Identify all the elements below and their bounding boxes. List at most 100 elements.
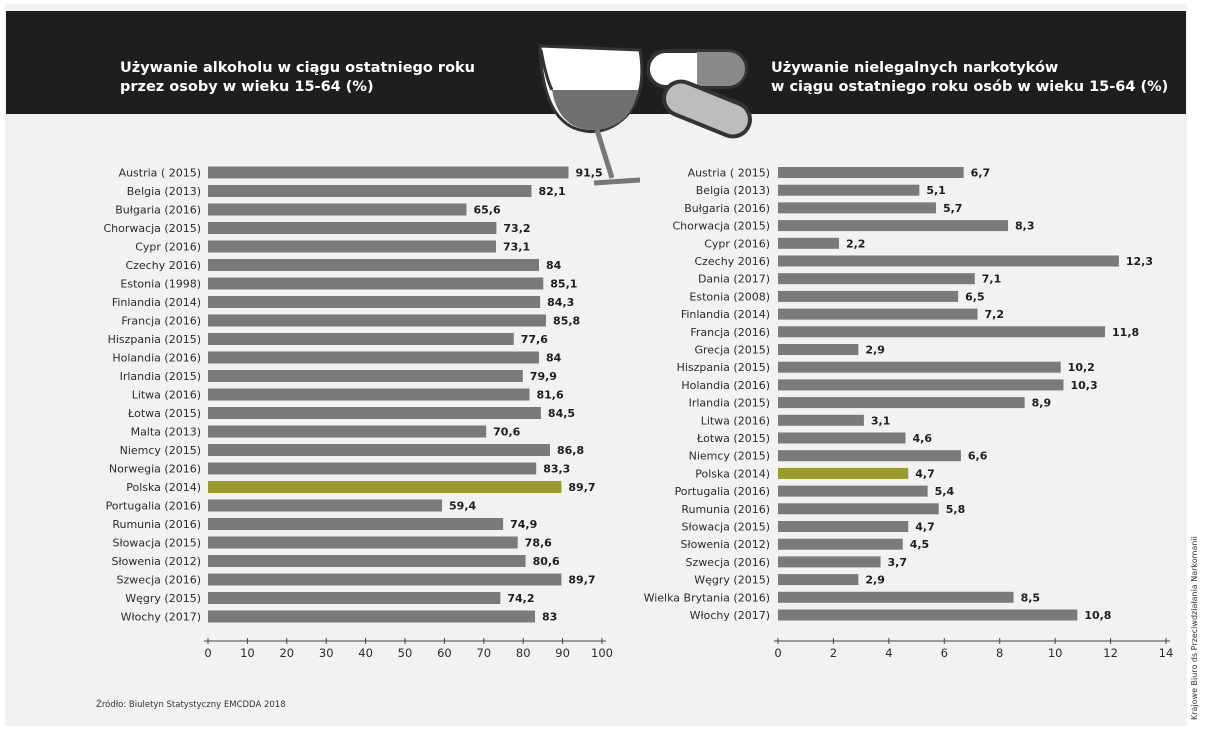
alcohol-category-label: Czechy 2016) [125, 259, 201, 272]
drugs-bar [778, 556, 881, 568]
alcohol-category-label: Finlandia (2014) [112, 296, 201, 309]
alcohol-x-tick-label: 80 [516, 646, 531, 660]
alcohol-bar [208, 240, 497, 253]
alcohol-value-label: 65,6 [473, 204, 500, 217]
alcohol-value-label: 83,3 [543, 463, 570, 476]
alcohol-category-label: Słowenia (2012) [112, 555, 201, 568]
drugs-bar [778, 521, 909, 532]
alcohol-category-label: Malta (2013) [131, 426, 201, 439]
alcohol-bar [208, 333, 514, 345]
drugs-category-label: Słowacja (2015) [682, 521, 771, 534]
drugs-value-label: 4,7 [915, 521, 935, 534]
drugs-chart-title: Używanie nielegalnych narkotyków w ciągu… [771, 59, 1168, 97]
drugs-bar [778, 361, 1061, 373]
drugs-bar [778, 397, 1025, 409]
drugs-bar [778, 379, 1064, 391]
drugs-title-line-2: w ciągu ostatniego roku osób w wieku 15-… [771, 79, 1169, 95]
alcohol-category-label: Niemcy (2015) [120, 444, 201, 457]
drugs-bar-chart: Austria ( 2015) 6,7 Belgia (2013) 5,1 Bułgar… [644, 167, 1174, 661]
header-illustration [538, 44, 752, 186]
drugs-category-label: Czechy 2016) [694, 255, 770, 268]
drugs-category-label: Portugalia (2016) [675, 485, 770, 498]
alcohol-category-label: Holandia (2016) [112, 352, 201, 365]
drugs-category-label: Włochy (2017) [690, 609, 770, 622]
alcohol-title-line-1: Używanie alkoholu w ciągu ostatniego rok… [120, 60, 475, 76]
drugs-bar [778, 432, 906, 444]
alcohol-bar [208, 314, 547, 327]
alcohol-category-label: Norwegia (2016) [109, 463, 201, 476]
drugs-value-label: 4,6 [912, 432, 932, 445]
alcohol-bar-highlight [208, 481, 562, 493]
drugs-category-label: Polska (2014) [695, 467, 770, 480]
drugs-bar [778, 538, 903, 550]
drugs-value-label: 8,9 [1032, 397, 1052, 410]
drugs-bar [778, 574, 859, 586]
drugs-bar [778, 202, 936, 214]
drugs-title-line-1: Używanie nielegalnych narkotyków [771, 60, 1059, 76]
drugs-category-label: Niemcy (2015) [689, 450, 770, 463]
drugs-value-label: 5,1 [926, 184, 946, 197]
alcohol-value-label: 84 [546, 352, 562, 365]
alcohol-category-label: Rumunia (2016) [112, 518, 201, 531]
alcohol-value-label: 81,6 [537, 389, 564, 402]
drugs-category-label: Rumunia (2016) [681, 503, 770, 516]
alcohol-bar [208, 610, 536, 623]
alcohol-x-tick-label: 20 [279, 646, 294, 660]
alcohol-bar [208, 555, 526, 567]
alcohol-category-label: Francja (2016) [121, 315, 201, 328]
drugs-bar [778, 290, 959, 302]
drugs-bar [778, 220, 1009, 232]
alcohol-category-label: Portugalia (2016) [106, 500, 201, 513]
drugs-category-label: Wielka Brytania (2016) [644, 591, 770, 604]
drugs-category-label: Holandia (2016) [681, 379, 770, 392]
drugs-category-label: Francja (2016) [690, 326, 770, 339]
drugs-bar [778, 326, 1106, 338]
alcohol-bar [208, 203, 467, 216]
alcohol-value-label: 59,4 [449, 500, 476, 513]
alcohol-bar [208, 166, 569, 179]
drugs-category-label: Chorwacja (2015) [672, 220, 770, 233]
drugs-category-label: Belgia (2013) [696, 184, 770, 197]
drugs-value-label: 5,4 [935, 485, 955, 498]
alcohol-value-label: 89,7 [568, 574, 595, 587]
alcohol-bar [208, 536, 518, 549]
alcohol-category-label: Włochy (2017) [121, 611, 201, 624]
drugs-category-label: Węgry (2015) [694, 574, 770, 587]
drugs-x-tick-label: 12 [1103, 646, 1118, 660]
alcohol-value-label: 83 [542, 611, 557, 624]
alcohol-bar [208, 351, 539, 364]
pill-capsule-icon [646, 49, 752, 139]
alcohol-bar [208, 444, 550, 456]
drugs-bar [778, 591, 1014, 603]
alcohol-category-label: Cypr (2016) [135, 241, 201, 254]
drugs-category-label: Estonia (2008) [689, 290, 770, 303]
drugs-value-label: 3,1 [871, 414, 891, 427]
drugs-value-label: 8,3 [1015, 220, 1035, 233]
drugs-value-label: 2,9 [865, 344, 885, 357]
alcohol-category-label: Hiszpania (2015) [108, 333, 201, 346]
drugs-category-label: Cypr (2016) [704, 237, 770, 250]
alcohol-value-label: 89,7 [568, 481, 595, 494]
alcohol-x-tick-label: 90 [555, 646, 570, 660]
alcohol-category-label: Irlandia (2015) [120, 370, 201, 383]
alcohol-bar [208, 388, 530, 401]
alcohol-bar [208, 259, 539, 271]
drugs-x-tick-label: 0 [774, 646, 781, 660]
drugs-category-label: Finlandia (2014) [681, 308, 770, 321]
alcohol-category-label: Łotwa (2015) [127, 407, 201, 420]
drugs-category-label: Słowenia (2012) [681, 538, 770, 551]
drugs-bar [778, 255, 1119, 267]
drugs-category-label: Szwecja (2016) [686, 556, 770, 569]
alcohol-value-label: 86,8 [557, 444, 584, 457]
alcohol-category-label: Chorwacja (2015) [103, 222, 201, 235]
alcohol-category-label: Słowacja (2015) [113, 537, 202, 550]
side-credit: Krajowe Biuro ds Przeciwdziałania Narkom… [1190, 536, 1199, 720]
drugs-bar [778, 308, 978, 320]
drugs-x-tick-label: 10 [1048, 646, 1063, 660]
drugs-bar [778, 273, 975, 285]
drugs-value-label: 11,8 [1112, 326, 1139, 339]
drugs-value-label: 8,5 [1021, 591, 1041, 604]
drugs-value-label: 12,3 [1126, 255, 1153, 268]
alcohol-bar [208, 573, 562, 586]
